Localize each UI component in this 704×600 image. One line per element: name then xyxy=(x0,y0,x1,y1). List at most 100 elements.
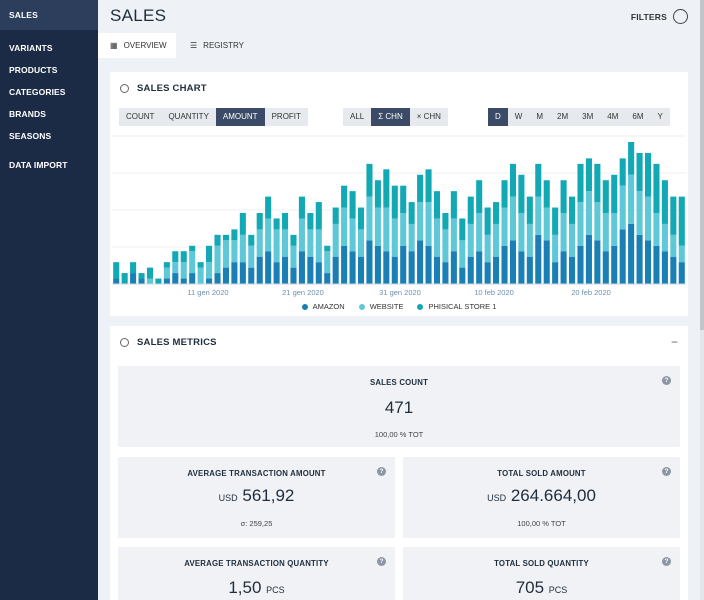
bar-segment-amazon[interactable] xyxy=(670,256,677,284)
tab-registry[interactable]: ☰ REGISTRY xyxy=(178,33,256,58)
bar-segment-amazon[interactable] xyxy=(619,229,626,284)
bar-segment-website[interactable] xyxy=(644,196,652,241)
bar-segment-amazon[interactable] xyxy=(290,267,297,284)
bar-segment-website[interactable] xyxy=(509,196,516,241)
bar-segment-phisical-store-1[interactable] xyxy=(484,207,491,235)
bar-segment-website[interactable] xyxy=(569,223,576,257)
bar-segment-website[interactable] xyxy=(628,174,635,224)
bar-segment-website[interactable] xyxy=(636,191,643,235)
bar-segment-website[interactable] xyxy=(653,213,660,246)
bar-segment-phisical-store-1[interactable] xyxy=(509,163,516,197)
bar-segment-website[interactable] xyxy=(248,245,255,268)
bar-segment-phisical-store-1[interactable] xyxy=(670,196,677,235)
bar-segment-website[interactable] xyxy=(290,245,297,268)
bar-segment-phisical-store-1[interactable] xyxy=(585,158,592,192)
bar-segment-website[interactable] xyxy=(222,240,229,268)
period-day-button[interactable]: D xyxy=(488,108,508,126)
bar-segment-amazon[interactable] xyxy=(467,256,474,284)
bar-segment-phisical-store-1[interactable] xyxy=(577,163,584,203)
bar-segment-website[interactable] xyxy=(611,213,618,246)
bar-segment-phisical-store-1[interactable] xyxy=(155,278,162,284)
count-button[interactable]: COUNT xyxy=(126,112,155,121)
circle-toggle-icon[interactable] xyxy=(673,9,688,24)
sidebar-item-sales[interactable]: SALES xyxy=(0,0,98,30)
all-channels-button[interactable]: ALL xyxy=(350,112,365,121)
bar-segment-phisical-store-1[interactable] xyxy=(644,152,652,197)
bar-segment-website[interactable] xyxy=(552,234,559,263)
bar-segment-amazon[interactable] xyxy=(569,256,576,284)
bar-segment-amazon[interactable] xyxy=(560,251,567,284)
bar-segment-amazon[interactable] xyxy=(476,251,483,284)
amount-button[interactable]: AMOUNT xyxy=(215,108,265,126)
bar-segment-amazon[interactable] xyxy=(366,240,373,284)
bar-segment-phisical-store-1[interactable] xyxy=(552,207,559,235)
sidebar-item-products[interactable]: PRODUCTS xyxy=(9,65,58,75)
bar-segment-amazon[interactable] xyxy=(450,251,457,284)
bar-segment-amazon[interactable] xyxy=(602,251,609,284)
bar-segment-amazon[interactable] xyxy=(636,234,643,284)
bar-segment-website[interactable] xyxy=(357,229,365,257)
period-week-button[interactable]: W xyxy=(514,112,523,121)
bar-segment-website[interactable] xyxy=(391,218,398,257)
bar-segment-phisical-store-1[interactable] xyxy=(636,152,643,192)
bar-segment-phisical-store-1[interactable] xyxy=(222,234,229,241)
bar-segment-website[interactable] xyxy=(206,262,213,279)
scrollbar[interactable] xyxy=(700,0,704,600)
bar-segment-website[interactable] xyxy=(315,229,322,263)
bar-segment-phisical-store-1[interactable] xyxy=(467,196,474,224)
bar-segment-website[interactable] xyxy=(433,218,441,257)
bar-segment-amazon[interactable] xyxy=(222,267,229,284)
bar-segment-website[interactable] xyxy=(324,251,331,274)
sidebar-item-data-import[interactable]: DATA IMPORT xyxy=(9,160,68,170)
bar-segment-website[interactable] xyxy=(425,202,432,246)
period-month-button[interactable]: M xyxy=(536,112,544,121)
legend-item-website[interactable]: WEBSITE xyxy=(358,302,403,311)
bar-segment-website[interactable] xyxy=(341,207,348,246)
bar-segment-website[interactable] xyxy=(535,196,542,235)
scrollbar-thumb[interactable] xyxy=(700,0,704,330)
bar-segment-phisical-store-1[interactable] xyxy=(349,191,356,219)
bar-segment-amazon[interactable] xyxy=(628,223,635,284)
bar-segment-website[interactable] xyxy=(408,223,415,252)
bar-segment-phisical-store-1[interactable] xyxy=(417,174,424,203)
bar-segment-phisical-store-1[interactable] xyxy=(121,273,128,284)
bar-segment-amazon[interactable] xyxy=(315,262,322,284)
bar-segment-phisical-store-1[interactable] xyxy=(214,234,221,246)
bar-segment-website[interactable] xyxy=(543,207,550,241)
bar-segment-amazon[interactable] xyxy=(484,262,491,284)
bar-segment-phisical-store-1[interactable] xyxy=(163,262,170,268)
bar-segment-phisical-store-1[interactable] xyxy=(256,213,263,230)
bar-segment-amazon[interactable] xyxy=(442,262,449,284)
bar-segment-phisical-store-1[interactable] xyxy=(569,196,576,224)
bar-segment-phisical-store-1[interactable] xyxy=(442,213,449,230)
bar-segment-website[interactable] xyxy=(518,213,525,252)
bar-segment-phisical-store-1[interactable] xyxy=(518,174,525,213)
bar-segment-phisical-store-1[interactable] xyxy=(602,180,609,213)
bar-segment-phisical-store-1[interactable] xyxy=(341,185,348,208)
bar-segment-amazon[interactable] xyxy=(282,256,289,284)
legend-item-phisical-store-1[interactable]: PHISICAL STORE 1 xyxy=(417,302,496,311)
bar-segment-amazon[interactable] xyxy=(543,240,550,284)
sidebar-item-categories[interactable]: CATEGORIES xyxy=(9,87,66,97)
bar-segment-phisical-store-1[interactable] xyxy=(594,163,601,203)
bar-segment-amazon[interactable] xyxy=(433,256,441,284)
bar-segment-phisical-store-1[interactable] xyxy=(172,251,179,263)
period-2m-button[interactable]: 2M xyxy=(557,112,569,121)
bar-segment-website[interactable] xyxy=(670,234,677,257)
bar-segment-amazon[interactable] xyxy=(273,262,280,284)
bar-segment-amazon[interactable] xyxy=(332,256,339,284)
bar-segment-phisical-store-1[interactable] xyxy=(146,267,154,279)
bar-segment-website[interactable] xyxy=(484,234,491,263)
sidebar-item-seasons[interactable]: SEASONS xyxy=(9,131,52,141)
bar-segment-amazon[interactable] xyxy=(408,251,415,284)
bar-segment-amazon[interactable] xyxy=(611,245,618,284)
bar-segment-amazon[interactable] xyxy=(130,273,137,284)
help-icon[interactable]: ? xyxy=(377,557,386,566)
bar-segment-amazon[interactable] xyxy=(577,245,584,284)
bar-segment-phisical-store-1[interactable] xyxy=(476,180,483,213)
bar-segment-phisical-store-1[interactable] xyxy=(450,191,457,219)
bar-segment-website[interactable] xyxy=(256,229,263,257)
bar-segment-phisical-store-1[interactable] xyxy=(560,180,567,213)
help-icon[interactable]: ? xyxy=(662,467,671,476)
bar-segment-phisical-store-1[interactable] xyxy=(332,207,339,224)
